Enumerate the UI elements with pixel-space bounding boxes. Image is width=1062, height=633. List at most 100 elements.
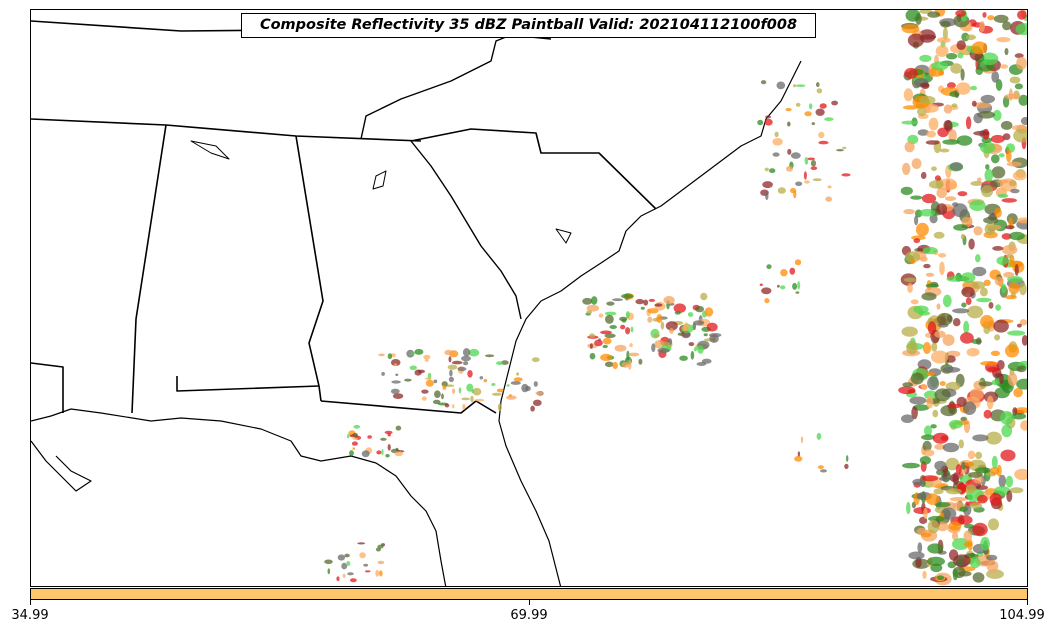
reflectivity-blob [352,447,356,450]
reflectivity-blob [953,224,969,231]
reflectivity-blob [467,370,473,378]
reflectivity-blob [496,388,504,393]
reflectivity-blob [466,383,474,392]
reflectivity-blob [797,451,801,457]
reflectivity-blob [906,340,918,355]
reflectivity-blob [359,552,366,559]
reflectivity-blob [687,312,694,317]
reflectivity-blob [804,180,810,184]
reflectivity-blob [965,34,976,41]
reflectivity-blob [404,378,412,382]
reflectivity-blob [983,409,992,419]
reflectivity-blob [421,389,429,394]
reflectivity-blob [922,440,932,452]
reflectivity-blob [960,332,974,344]
reflectivity-blob [933,231,945,239]
reflectivity-blob [776,81,786,90]
reflectivity-blob [703,333,708,337]
reflectivity-blob [533,381,538,387]
reflectivity-blob [1001,233,1012,240]
reflectivity-blob [960,68,965,81]
reflectivity-blob [352,437,359,440]
reflectivity-blob [959,506,968,512]
reflectivity-blob [696,362,707,366]
map-panel [30,9,1028,587]
reflectivity-blob [920,532,931,538]
reflectivity-blob [660,321,665,330]
reflectivity-blob [993,14,1009,23]
reflectivity-blob [468,348,480,357]
reflectivity-blob [922,342,932,354]
reflectivity-blob [1000,120,1013,130]
reflectivity-blob [934,460,947,471]
reflectivity-blob [996,37,1011,43]
reflectivity-blob [1004,48,1009,56]
reflectivity-blob [1013,128,1027,143]
reflectivity-blob [1014,264,1019,276]
reflectivity-blob [936,187,948,199]
reflectivity-blob [1016,378,1027,390]
reflectivity-blob [324,559,333,565]
reflectivity-blob [474,398,485,402]
reflectivity-blob [973,102,991,109]
reflectivity-blob [915,556,922,568]
reflectivity-blob [1007,276,1023,283]
reflectivity-blob [973,476,984,484]
reflectivity-blob [908,551,925,560]
reflectivity-blob [994,334,1001,341]
reflectivity-blob [973,112,983,124]
reflectivity-blob [600,330,612,335]
reflectivity-blob [970,181,984,186]
reflectivity-blob [819,103,827,109]
state-boundary-tn-ga [131,124,167,414]
reflectivity-blob [625,327,631,335]
reflectivity-blob [1004,295,1017,300]
reflectivity-blob [764,298,770,304]
reflectivity-blob [950,63,963,74]
reflectivity-blob [352,432,358,437]
reflectivity-blob [955,10,967,17]
reflectivity-blob [810,166,818,170]
reflectivity-blob [939,261,945,276]
reflectivity-blob [697,345,704,354]
reflectivity-blob [945,457,960,471]
reflectivity-blob [917,542,923,553]
reflectivity-blob [757,119,764,126]
reflectivity-blob [351,441,358,446]
reflectivity-blob [1002,133,1011,141]
reflectivity-blob [919,95,936,105]
reflectivity-blob [910,372,924,385]
reflectivity-blob [965,116,972,130]
reflectivity-blob [535,391,543,396]
reflectivity-blob [344,553,350,558]
reflectivity-blob [927,376,940,391]
reflectivity-blob [991,379,999,386]
reflectivity-blob [836,149,844,152]
reflectivity-blob [951,103,958,108]
reflectivity-blob [825,196,833,202]
reflectivity-blob [379,570,383,577]
reflectivity-blob [448,376,454,383]
reflectivity-blob [820,469,827,473]
reflectivity-blob [591,296,598,305]
reflectivity-blob [635,298,645,305]
reflectivity-blob [979,20,985,33]
reflectivity-blob [1001,283,1007,294]
reflectivity-blob [630,326,634,333]
reflectivity-blob [994,276,1004,286]
reflectivity-blob [923,507,928,520]
reflectivity-blob [961,302,967,308]
reflectivity-blob [934,502,951,508]
reflectivity-blob [647,316,653,323]
reflectivity-blob [793,190,797,199]
reflectivity-blob [942,366,961,373]
reflectivity-blob [982,12,987,18]
reflectivity-blob [948,419,963,429]
coastline-delta [31,440,92,492]
reflectivity-blob [620,324,626,330]
reflectivity-blob [706,322,718,332]
reflectivity-blob [986,560,999,573]
reflectivity-blob [975,254,981,263]
reflectivity-blob [414,348,424,355]
reflectivity-blob [496,361,503,366]
